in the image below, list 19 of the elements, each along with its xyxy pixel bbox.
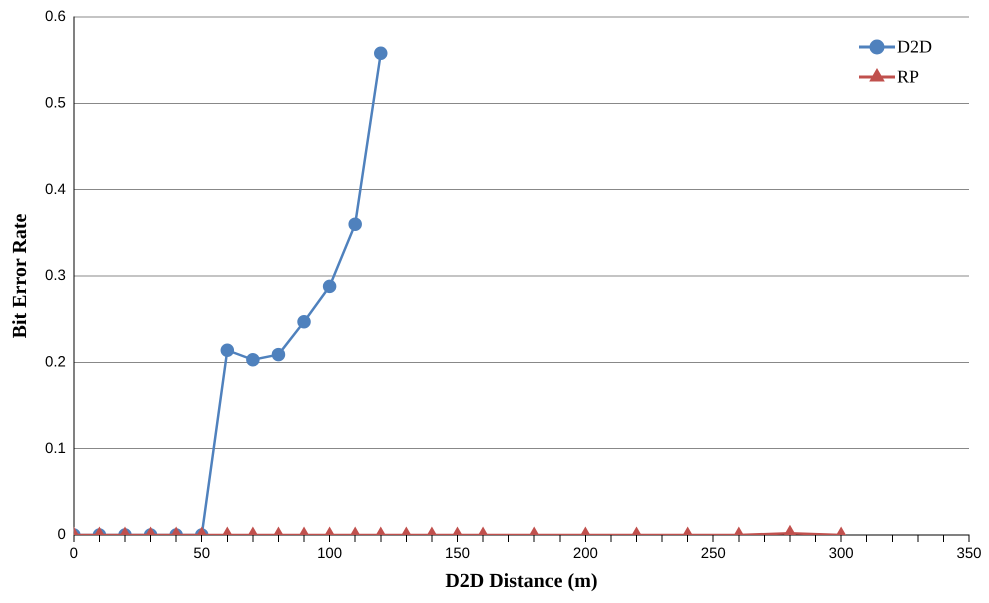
y-tick-label: 0 [58, 526, 66, 544]
y-tick-label: 0.2 [44, 353, 66, 370]
y-tick-label: 0.5 [44, 94, 66, 112]
x-tick-label: 350 [956, 545, 982, 562]
legend-label: RP [897, 66, 920, 87]
y-axis-title: Bit Error Rate [9, 213, 32, 338]
y-tick-label: 0.3 [44, 267, 66, 284]
x-tick-label: 0 [70, 545, 78, 562]
y-tick-label: 0.4 [44, 180, 66, 198]
x-tick-label: 50 [193, 545, 210, 562]
x-tick-label: 250 [700, 545, 726, 562]
x-tick-label: 100 [317, 545, 342, 562]
y-tick-label: 0.1 [44, 440, 66, 457]
x-axis-title: D2D Distance (m) [445, 570, 598, 592]
legend-label: D2D [897, 36, 932, 57]
x-tick-label: 200 [572, 545, 598, 562]
y-tick-label: 0.6 [44, 8, 66, 26]
x-tick-label: 150 [444, 545, 470, 562]
x-tick-label: 300 [828, 545, 854, 562]
